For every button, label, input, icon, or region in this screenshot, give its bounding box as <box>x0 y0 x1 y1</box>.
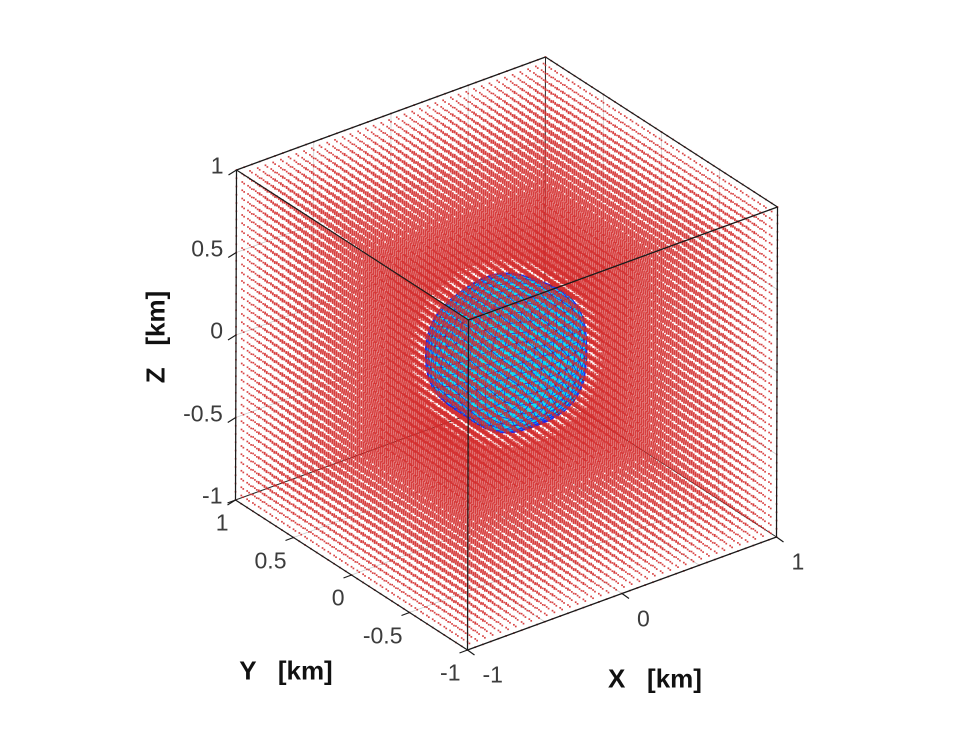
tick-label-z: -1 <box>202 482 223 509</box>
tick-label-z: 1 <box>210 152 224 179</box>
tick-label-y: 1 <box>215 509 229 536</box>
y-axis-label: Y [km] <box>239 655 333 686</box>
tick-label-y: -1 <box>440 659 461 686</box>
tick-label-z: -0.5 <box>183 400 223 426</box>
tick-label-z: 0 <box>210 317 223 344</box>
tick-label-x: 1 <box>791 548 805 575</box>
x-axis-label: X [km] <box>608 663 702 694</box>
tick-label-y: -0.5 <box>362 622 403 648</box>
z-axis-label: Z [km] <box>140 290 171 384</box>
tick-label-z: 0.5 <box>191 235 224 261</box>
tick-label-y: 0.5 <box>254 547 287 573</box>
tick-label-x: 0 <box>637 605 650 631</box>
tick-label-y: 0 <box>331 584 345 611</box>
tick-label-x: -1 <box>482 661 503 688</box>
